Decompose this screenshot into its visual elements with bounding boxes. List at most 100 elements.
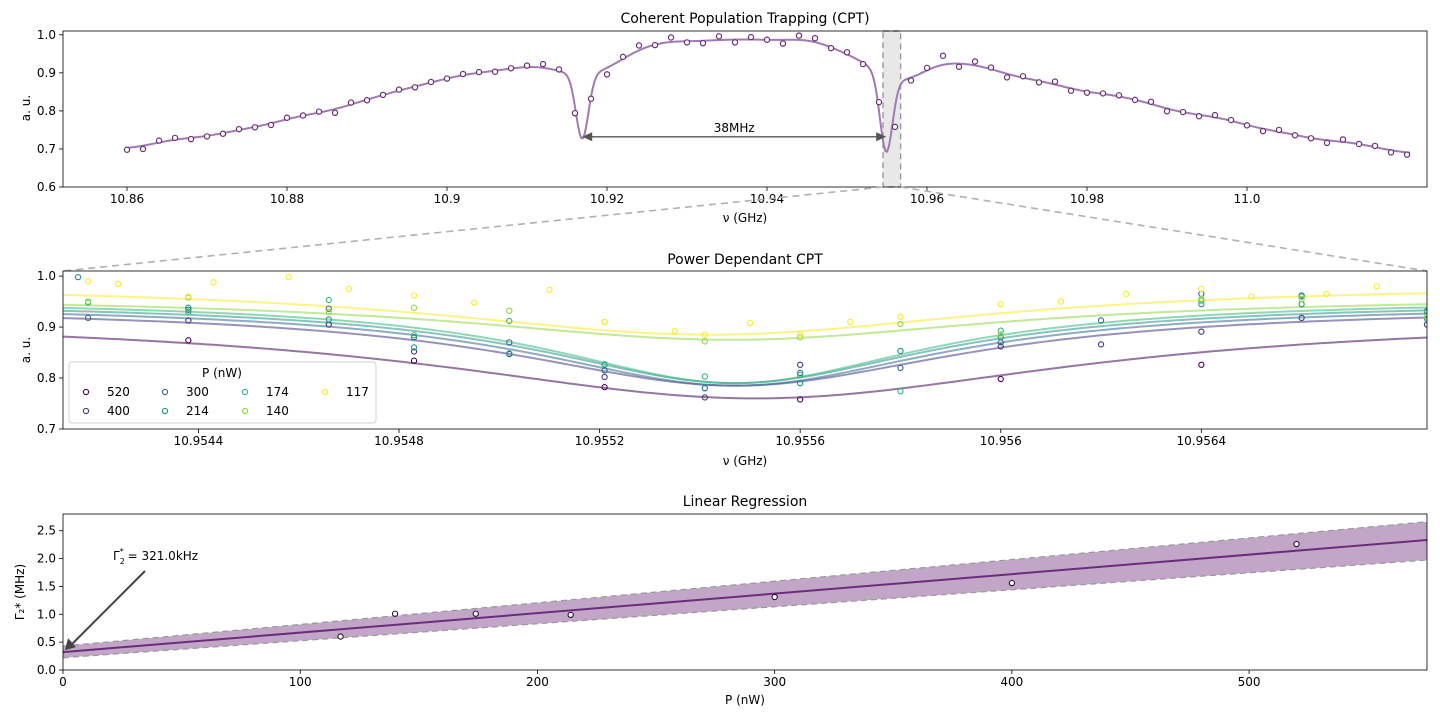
annotation-arrowhead-right <box>876 132 887 142</box>
cpt-data-point <box>987 64 995 71</box>
cpt-data-point <box>347 99 355 106</box>
cpt-data-point <box>827 44 835 52</box>
confidence-band <box>63 521 1427 658</box>
fit-line-300 <box>63 312 1427 387</box>
data-point-140 <box>410 304 418 311</box>
cpt-data-point <box>635 42 643 49</box>
regression-ytick-label: 2.5 <box>37 524 56 538</box>
cpt-data-point <box>1099 90 1107 97</box>
data-point-174 <box>410 332 418 339</box>
data-point-140 <box>506 307 513 314</box>
cpt-data-point <box>1003 74 1011 81</box>
power-xlabel: ν (GHz) <box>723 454 768 468</box>
data-point-117 <box>746 319 754 327</box>
cpt-data-point <box>1083 89 1091 96</box>
cpt-data-point <box>411 84 419 91</box>
power-title: Power Dependant CPT <box>667 252 823 268</box>
cpt-data-point <box>1131 96 1139 104</box>
legend-label-300: 300 <box>186 385 209 399</box>
fit-line-174 <box>63 306 1427 385</box>
regression-xlabel: P (nW) <box>725 693 765 707</box>
data-point-117 <box>1122 290 1130 298</box>
cpt-data-point <box>363 97 371 104</box>
data-point-117 <box>345 285 352 292</box>
data-point-140 <box>797 334 804 341</box>
regression-line <box>62 538 1428 654</box>
cpt-data-point <box>971 58 979 65</box>
data-point-117 <box>1373 283 1381 290</box>
cpt-data-point <box>1067 87 1075 94</box>
cpt-data-point <box>843 49 851 56</box>
data-point-400 <box>1198 328 1205 335</box>
cpt-data-point <box>1115 92 1123 99</box>
cpt-data-point <box>187 135 195 143</box>
power-xtick-label: 10.9552 <box>575 434 625 448</box>
data-point-117 <box>546 286 553 294</box>
cpt-data-point <box>1371 142 1379 150</box>
regression-xtick-label: 400 <box>1000 675 1023 689</box>
fit-line-117 <box>63 292 1427 336</box>
zoom-connector <box>62 186 1428 272</box>
data-point-400 <box>1097 341 1105 348</box>
cpt-data-point <box>203 133 211 140</box>
cpt-data-point <box>1195 113 1203 120</box>
cpt-data-point <box>683 39 691 46</box>
data-point-117 <box>1198 285 1205 292</box>
cpt-xtick-label: 10.9 <box>434 192 461 206</box>
data-point-300 <box>325 305 332 312</box>
legend: P (nW) 520 400 300 214 174 140 117 <box>68 361 377 424</box>
cpt-frame <box>62 30 1428 188</box>
regression-data-point <box>391 610 399 617</box>
legend-label-400: 400 <box>107 404 130 418</box>
cpt-data-point <box>155 137 163 144</box>
regression-ytick-label: 0.5 <box>37 635 56 649</box>
cpt-data-point <box>1355 140 1363 148</box>
band-lower-edge <box>62 559 1428 659</box>
cpt-data-point <box>283 114 291 121</box>
power-xtick-label: 10.9544 <box>174 434 224 448</box>
power-xtick-label: 10.9548 <box>374 434 424 448</box>
cpt-xlabel: ν (GHz) <box>723 211 768 225</box>
annotation-arrowhead <box>65 638 76 651</box>
data-point-117 <box>471 299 478 306</box>
data-point-214 <box>797 379 804 387</box>
cpt-data-point <box>315 108 323 115</box>
power-xtick-label: 10.9556 <box>775 434 825 448</box>
legend-marker-140 <box>241 407 249 415</box>
cpt-data-point <box>1163 108 1171 115</box>
cpt-data-point <box>539 60 547 68</box>
cpt-data-point <box>443 75 451 82</box>
data-point-214 <box>325 316 332 323</box>
fit-line-520 <box>63 335 1427 400</box>
data-point-174 <box>1423 307 1427 314</box>
data-point-214 <box>506 350 513 357</box>
data-point-214 <box>185 304 192 311</box>
data-point-174 <box>701 373 709 380</box>
cpt-ytick-label: 0.9 <box>37 66 56 80</box>
cpt-data-point <box>507 65 515 72</box>
data-point-117 <box>601 318 608 326</box>
data-point-520 <box>1198 361 1205 368</box>
data-point-520 <box>410 357 418 364</box>
cpt-data-point <box>219 130 227 137</box>
cpt-fit-line <box>126 38 1411 154</box>
cpt-data-point <box>1227 116 1235 124</box>
cpt-data-point <box>1291 132 1299 139</box>
cpt-data-point <box>555 66 563 73</box>
regression-data-point <box>771 593 778 601</box>
cpt-data-point <box>1339 136 1347 143</box>
legend-marker-214 <box>161 407 169 415</box>
regression-xtick-label: 0 <box>59 675 67 689</box>
regression-ytick-label: 0.0 <box>37 663 56 677</box>
cpt-data-point <box>1019 73 1027 80</box>
data-point-140 <box>1423 313 1427 321</box>
power-xtick-label: 10.9564 <box>1177 434 1227 448</box>
cpt-xtick-label: 10.92 <box>590 192 624 206</box>
regression-ylabel: Γ₂* (MHz) <box>13 564 27 620</box>
data-point-117 <box>897 313 904 321</box>
data-point-117 <box>997 300 1004 308</box>
cpt-data-point <box>427 78 435 86</box>
cpt-data-point <box>731 39 739 46</box>
legend-box <box>68 361 377 424</box>
gamma-annotation: Γ2* = 321.0kHz <box>113 547 198 566</box>
